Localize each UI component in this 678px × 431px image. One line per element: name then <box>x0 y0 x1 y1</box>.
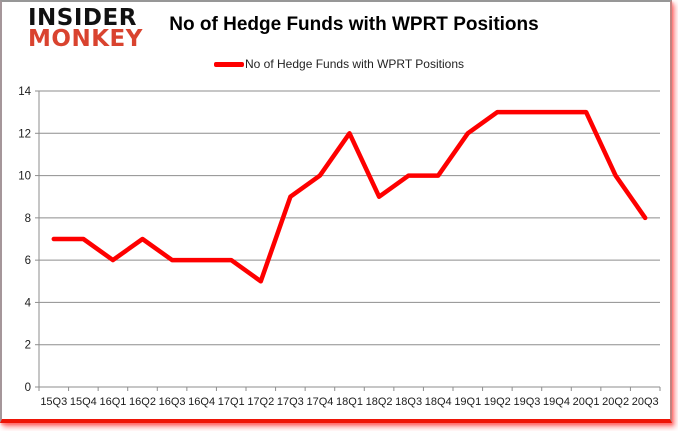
svg-text:19Q4: 19Q4 <box>543 396 570 408</box>
chart-title: No of Hedge Funds with WPRT Positions <box>169 14 539 35</box>
svg-text:18Q1: 18Q1 <box>336 396 363 408</box>
svg-text:6: 6 <box>25 255 31 267</box>
svg-text:18Q3: 18Q3 <box>395 396 422 408</box>
svg-text:10: 10 <box>18 171 31 183</box>
svg-text:15Q3: 15Q3 <box>40 396 67 408</box>
legend-line-swatch <box>214 61 244 67</box>
logo-line2: MONKEY <box>28 26 143 53</box>
svg-text:0: 0 <box>25 382 31 394</box>
svg-text:16Q4: 16Q4 <box>188 396 215 408</box>
svg-text:14: 14 <box>18 86 31 98</box>
svg-text:17Q2: 17Q2 <box>247 396 274 408</box>
svg-text:15Q4: 15Q4 <box>70 396 97 408</box>
svg-text:19Q1: 19Q1 <box>454 396 481 408</box>
svg-text:17Q3: 17Q3 <box>277 396 304 408</box>
svg-text:18Q2: 18Q2 <box>366 396 393 408</box>
svg-text:4: 4 <box>25 297 32 309</box>
svg-text:8: 8 <box>25 213 31 225</box>
chart-frame <box>0 0 672 423</box>
svg-text:18Q4: 18Q4 <box>425 396 452 408</box>
svg-text:20Q1: 20Q1 <box>573 396 600 408</box>
svg-text:12: 12 <box>18 128 31 140</box>
svg-text:19Q3: 19Q3 <box>513 396 540 408</box>
svg-text:16Q3: 16Q3 <box>159 396 186 408</box>
insider-monkey-logo: INSIDER MONKEY <box>28 5 143 53</box>
svg-text:19Q2: 19Q2 <box>484 396 511 408</box>
svg-text:17Q4: 17Q4 <box>306 396 333 408</box>
svg-text:16Q1: 16Q1 <box>99 396 126 408</box>
logo-line1: INSIDER <box>28 5 137 31</box>
svg-text:17Q1: 17Q1 <box>218 396 245 408</box>
svg-text:16Q2: 16Q2 <box>129 396 156 408</box>
svg-text:2: 2 <box>25 340 31 352</box>
svg-text:20Q3: 20Q3 <box>632 396 659 408</box>
legend-label: No of Hedge Funds with WPRT Positions <box>245 57 464 71</box>
chart-legend: No of Hedge Funds with WPRT Positions <box>0 57 678 71</box>
svg-text:20Q2: 20Q2 <box>602 396 629 408</box>
